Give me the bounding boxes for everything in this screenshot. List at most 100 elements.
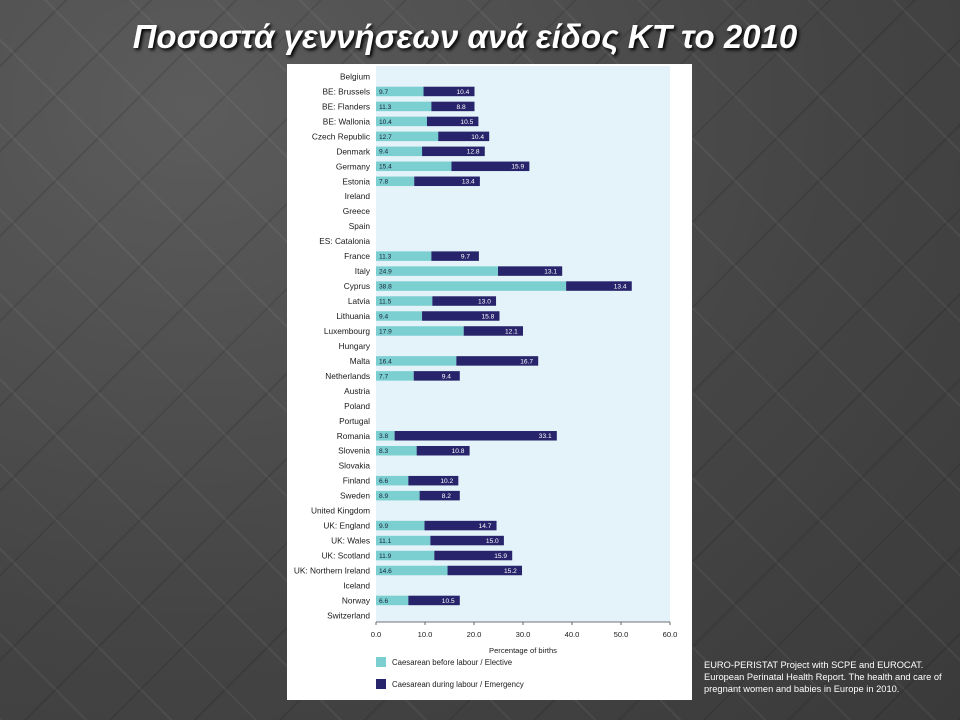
category-label: Finland xyxy=(343,476,371,486)
category-label: UK: Northern Ireland xyxy=(294,565,370,575)
data-label: 17.9 xyxy=(379,328,392,335)
data-label: 9.4 xyxy=(379,149,388,156)
category-label: Denmark xyxy=(336,146,371,156)
data-label: 15.2 xyxy=(504,568,517,575)
bar-elective xyxy=(376,565,448,576)
data-label: 16.7 xyxy=(520,358,533,365)
data-label: 8.3 xyxy=(379,448,388,455)
category-label: Luxembourg xyxy=(324,326,371,336)
data-label: 6.6 xyxy=(379,598,388,605)
bar-elective xyxy=(376,296,433,306)
category-label: BE: Wallonia xyxy=(323,116,371,126)
data-label: 10.4 xyxy=(471,134,484,141)
data-label: 10.2 xyxy=(440,478,453,485)
bar-elective xyxy=(376,146,423,157)
x-tick-label: 10.0 xyxy=(418,630,433,639)
data-label: 13.1 xyxy=(544,268,557,275)
category-label: Iceland xyxy=(343,580,370,590)
legend-label-emergency: Caesarean during labour / Emergency xyxy=(392,680,524,689)
x-axis-title: Percentage of births xyxy=(489,646,557,655)
data-label: 15.9 xyxy=(494,553,507,560)
category-label: Sweden xyxy=(340,491,370,501)
bar-emergency xyxy=(408,475,459,486)
category-label: Norway xyxy=(342,595,371,605)
bar-emergency xyxy=(456,356,539,366)
data-label: 16.4 xyxy=(379,358,392,365)
data-label: 3.8 xyxy=(379,433,388,440)
bar-elective xyxy=(376,131,439,142)
data-label: 9.4 xyxy=(379,313,388,320)
bar-emergency xyxy=(432,296,497,306)
bar-emergency xyxy=(423,86,475,97)
data-label: 14.6 xyxy=(379,568,392,575)
data-label: 10.8 xyxy=(452,448,465,455)
category-label: Switzerland xyxy=(327,610,370,620)
bar-emergency xyxy=(434,550,513,561)
category-label: Netherlands xyxy=(325,371,370,381)
bar-emergency xyxy=(431,101,475,112)
x-tick-label: 0.0 xyxy=(371,630,382,639)
category-label: UK: Scotland xyxy=(322,551,371,561)
category-label: ES: Catalonia xyxy=(319,236,370,246)
data-label: 8.9 xyxy=(379,493,388,500)
bar-emergency xyxy=(416,445,470,456)
bar-elective xyxy=(376,101,432,112)
category-label: Czech Republic xyxy=(312,131,370,141)
bar-elective xyxy=(376,490,420,501)
x-tick-label: 30.0 xyxy=(516,630,531,639)
bar-elective xyxy=(376,431,395,441)
bar-emergency xyxy=(419,490,460,501)
data-label: 13.4 xyxy=(462,179,475,186)
bar-emergency xyxy=(422,311,500,321)
bar-emergency xyxy=(422,146,485,157)
category-label: Slovakia xyxy=(339,461,371,471)
data-label: 6.6 xyxy=(379,478,388,485)
data-label: 9.7 xyxy=(379,89,388,96)
data-label: 10.5 xyxy=(460,119,473,126)
data-label: 13.0 xyxy=(478,298,491,305)
legend-swatch-elective xyxy=(376,657,386,667)
category-label: Italy xyxy=(355,266,371,276)
data-label: 11.5 xyxy=(379,298,392,305)
bar-emergency xyxy=(430,535,504,546)
bar-elective xyxy=(376,86,424,97)
category-label: France xyxy=(344,251,370,261)
data-label: 12.8 xyxy=(467,149,480,156)
category-label: United Kingdom xyxy=(311,506,370,516)
bar-elective xyxy=(376,595,409,606)
bar-elective xyxy=(376,311,423,321)
data-label: 33.1 xyxy=(539,433,552,440)
data-label: 7.8 xyxy=(379,179,388,186)
bar-emergency xyxy=(408,595,460,606)
category-label: BE: Flanders xyxy=(322,101,370,111)
data-label: 12.7 xyxy=(379,134,392,141)
category-label: Portugal xyxy=(339,416,370,426)
x-tick-label: 50.0 xyxy=(614,630,629,639)
bar-elective xyxy=(376,251,432,261)
bar-elective xyxy=(376,356,457,366)
bar-emergency xyxy=(463,326,523,336)
category-label: Estonia xyxy=(342,176,370,186)
bar-emergency xyxy=(413,371,460,381)
data-label: 10.4 xyxy=(456,89,469,96)
data-label: 38.8 xyxy=(379,283,392,290)
data-label: 13.4 xyxy=(614,283,627,290)
category-label: Slovenia xyxy=(338,446,370,456)
data-label: 8.8 xyxy=(456,104,465,111)
bar-emergency xyxy=(394,431,557,441)
category-label: UK: Wales xyxy=(331,536,370,546)
bar-elective xyxy=(376,550,435,561)
category-label: UK: England xyxy=(323,521,370,531)
bar-emergency xyxy=(566,281,632,291)
data-label: 11.3 xyxy=(379,254,392,261)
bar-elective xyxy=(376,326,464,336)
slide-title: Ποσοστά γεννήσεων ανά είδος ΚΤ το 2010 xyxy=(132,18,798,55)
category-label: Austria xyxy=(344,386,370,396)
bar-emergency xyxy=(414,176,480,187)
bar-emergency xyxy=(431,251,479,261)
chart-panel: Belgium BE: Brussels BE: Flanders BE: Wallo… xyxy=(287,64,692,700)
bar-emergency xyxy=(498,266,563,276)
data-label: 7.7 xyxy=(379,373,388,380)
data-label: 9.7 xyxy=(461,254,470,261)
data-label: 15.0 xyxy=(486,538,499,545)
